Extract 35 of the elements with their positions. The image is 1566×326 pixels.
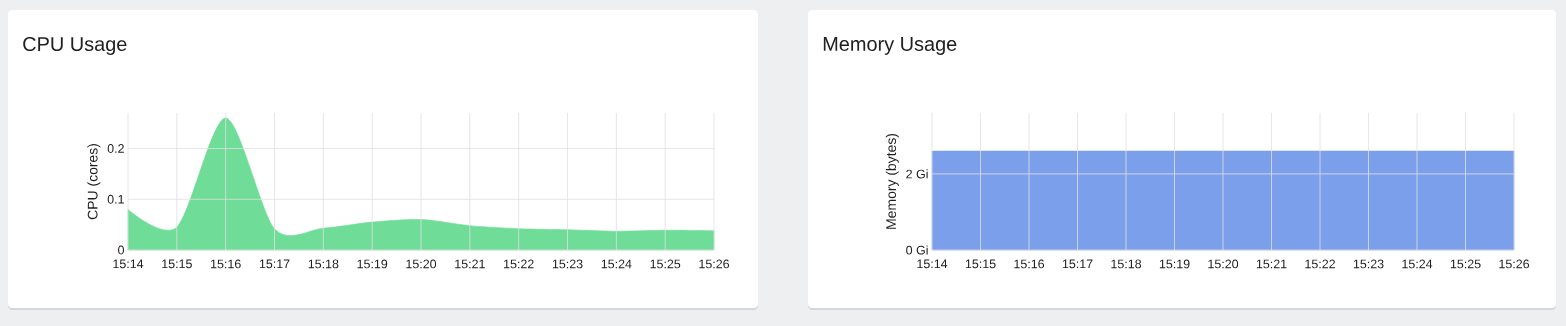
x-tick-label: 15:21 [1256,259,1287,269]
x-tick-label: 15:20 [406,259,437,269]
y-tick-label: 0.2 [107,144,124,153]
x-tick-label: 15:17 [259,259,290,269]
x-tick-label: 15:22 [1305,259,1335,269]
x-tick-label: 15:15 [965,259,996,269]
x-tick-label: 15:14 [917,259,948,269]
x-tick-label: 15:19 [1159,259,1190,269]
x-tick-label: 15:19 [357,259,388,269]
x-tick-label: 15:20 [1208,259,1239,269]
x-tick-label: 15:23 [552,259,583,269]
x-tick-label: 15:24 [1402,259,1433,269]
x-tick-label: 15:15 [162,259,192,269]
x-tick-label: 15:26 [1499,259,1530,269]
y-axis-title: Memory (bytes) [885,133,899,229]
y-tick-label: 0 [118,245,124,255]
x-tick-label: 15:16 [1014,259,1045,269]
y-tick-label: 0.1 [107,194,124,204]
x-tick-label: 15:25 [1450,259,1481,269]
y-axis-title: CPU (cores) [87,144,101,220]
x-tick-label: 15:14 [113,259,144,269]
x-tick-label: 15:24 [601,259,632,269]
x-tick-label: 15:22 [504,259,534,269]
chart-title: CPU Usage [23,36,127,56]
x-tick-label: 15:25 [650,259,681,269]
x-tick-label: 15:16 [211,259,241,269]
x-tick-label: 15:23 [1353,259,1384,269]
x-tick-label: 15:17 [1062,259,1093,269]
chart-title: Memory Usage [823,37,957,55]
y-tick-label: 0 Gi [906,245,928,255]
x-tick-label: 15:26 [699,259,730,269]
y-tick-label: 2 Gi [906,169,928,179]
x-tick-label: 15:18 [308,259,339,269]
x-tick-label: 15:21 [455,259,485,269]
x-tick-label: 15:18 [1111,259,1142,269]
